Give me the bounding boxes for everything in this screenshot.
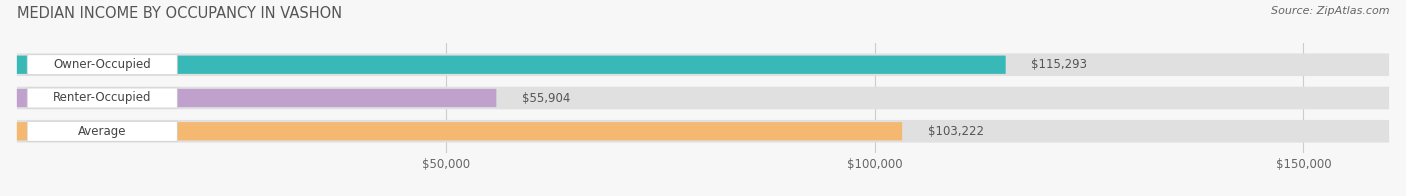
Text: Source: ZipAtlas.com: Source: ZipAtlas.com bbox=[1271, 6, 1389, 16]
Text: $115,293: $115,293 bbox=[1032, 58, 1087, 71]
FancyBboxPatch shape bbox=[27, 88, 177, 108]
FancyBboxPatch shape bbox=[17, 122, 903, 140]
Text: $55,904: $55,904 bbox=[522, 92, 571, 104]
Text: $103,222: $103,222 bbox=[928, 125, 984, 138]
FancyBboxPatch shape bbox=[17, 87, 1389, 109]
FancyBboxPatch shape bbox=[27, 55, 177, 75]
Text: Owner-Occupied: Owner-Occupied bbox=[53, 58, 150, 71]
FancyBboxPatch shape bbox=[17, 54, 1389, 76]
FancyBboxPatch shape bbox=[27, 121, 177, 141]
Text: Average: Average bbox=[77, 125, 127, 138]
Text: Renter-Occupied: Renter-Occupied bbox=[53, 92, 152, 104]
FancyBboxPatch shape bbox=[17, 120, 1389, 142]
FancyBboxPatch shape bbox=[17, 56, 1005, 74]
Text: MEDIAN INCOME BY OCCUPANCY IN VASHON: MEDIAN INCOME BY OCCUPANCY IN VASHON bbox=[17, 6, 342, 21]
FancyBboxPatch shape bbox=[17, 89, 496, 107]
